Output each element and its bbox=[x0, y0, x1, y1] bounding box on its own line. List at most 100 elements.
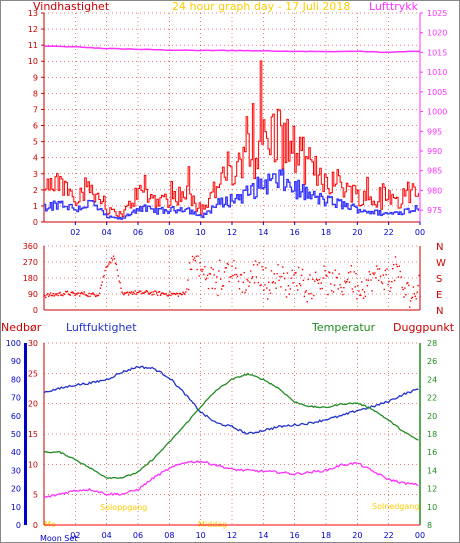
x-tick-label: 18 bbox=[321, 531, 331, 540]
rain-tick-label: 70 bbox=[11, 394, 21, 403]
direction-point bbox=[86, 295, 88, 297]
direction-point bbox=[169, 291, 171, 293]
left-tick-label: 12 bbox=[28, 25, 38, 34]
direction-point bbox=[382, 274, 385, 276]
direction-point bbox=[240, 274, 243, 276]
direction-point bbox=[402, 288, 404, 291]
direction-point bbox=[114, 262, 117, 265]
direction-point bbox=[417, 284, 419, 287]
humidity-line bbox=[43, 365, 419, 435]
direction-point bbox=[334, 269, 337, 271]
direction-point bbox=[232, 274, 234, 277]
direction-point bbox=[409, 300, 412, 302]
left-tick-label: 0 bbox=[33, 306, 38, 315]
direction-point bbox=[358, 290, 360, 292]
direction-point bbox=[320, 282, 322, 284]
direction-point bbox=[333, 284, 336, 286]
direction-point bbox=[132, 291, 134, 293]
direction-point bbox=[52, 292, 55, 295]
direction-point bbox=[279, 275, 281, 278]
direction-point bbox=[359, 294, 361, 296]
direction-point bbox=[188, 288, 190, 291]
direction-point bbox=[176, 292, 179, 295]
direction-point bbox=[413, 293, 416, 295]
direction-point bbox=[94, 294, 96, 296]
direction-point bbox=[110, 262, 112, 264]
direction-point bbox=[164, 293, 166, 295]
direction-point bbox=[353, 271, 355, 273]
direction-point bbox=[251, 276, 254, 278]
rain-tick-label: 40 bbox=[11, 448, 21, 457]
direction-point bbox=[332, 291, 335, 293]
direction-point bbox=[58, 292, 60, 295]
direction-point bbox=[161, 292, 164, 294]
direction-point bbox=[71, 291, 73, 293]
direction-point bbox=[154, 290, 156, 292]
direction-point bbox=[395, 263, 398, 266]
direction-point bbox=[419, 296, 421, 298]
direction-point bbox=[65, 291, 68, 293]
direction-point bbox=[43, 295, 45, 297]
direction-point bbox=[81, 292, 84, 295]
direction-point bbox=[151, 294, 153, 296]
direction-point bbox=[191, 255, 194, 258]
direction-point bbox=[128, 291, 131, 294]
direction-point bbox=[307, 278, 309, 281]
direction-point bbox=[87, 295, 89, 298]
x-tick-label: 22 bbox=[384, 228, 394, 237]
direction-point bbox=[344, 280, 346, 282]
direction-point bbox=[298, 266, 300, 269]
direction-point bbox=[350, 264, 353, 267]
direction-point bbox=[377, 268, 379, 270]
direction-point bbox=[59, 291, 61, 294]
direction-point bbox=[242, 281, 244, 283]
direction-point bbox=[374, 272, 376, 274]
x-tick-label: 02 bbox=[70, 228, 80, 237]
direction-point bbox=[394, 256, 397, 258]
direction-point bbox=[108, 263, 110, 265]
direction-point bbox=[309, 274, 311, 276]
direction-point bbox=[390, 287, 392, 289]
rain-axis-bar bbox=[24, 343, 27, 525]
direction-point bbox=[415, 298, 417, 300]
direction-point bbox=[261, 266, 263, 268]
direction-point bbox=[50, 294, 53, 297]
direction-point bbox=[143, 291, 146, 293]
direction-point bbox=[340, 286, 342, 289]
x-tick-label: 00 bbox=[415, 228, 425, 237]
x-tick-label: 00 bbox=[415, 531, 425, 540]
direction-point bbox=[369, 273, 371, 276]
direction-point bbox=[216, 276, 218, 278]
direction-point bbox=[204, 266, 206, 268]
direction-point bbox=[314, 271, 317, 273]
direction-point bbox=[70, 291, 72, 294]
direction-point bbox=[171, 292, 173, 295]
direction-point bbox=[181, 293, 183, 296]
direction-point bbox=[140, 290, 142, 292]
wind-average-line bbox=[44, 169, 420, 220]
direction-point bbox=[201, 270, 203, 272]
direction-point bbox=[315, 278, 318, 281]
direction-point bbox=[125, 292, 127, 294]
direction-point bbox=[193, 257, 196, 259]
left-tick-label: 25 bbox=[28, 369, 38, 378]
direction-point bbox=[380, 281, 383, 283]
wind-pressure-panel: 0123456789101112139759809859909951000100… bbox=[28, 9, 448, 237]
direction-point bbox=[207, 287, 210, 290]
direction-point bbox=[163, 293, 166, 296]
direction-point bbox=[120, 287, 122, 290]
direction-point bbox=[144, 291, 147, 293]
direction-point bbox=[220, 278, 222, 280]
direction-point bbox=[133, 292, 135, 295]
direction-point bbox=[119, 282, 121, 284]
direction-point bbox=[166, 294, 168, 297]
direction-point bbox=[287, 285, 290, 287]
temperature-label: Temperatur bbox=[311, 321, 376, 334]
direction-point bbox=[330, 289, 333, 292]
direction-point bbox=[392, 268, 394, 270]
direction-point bbox=[123, 293, 125, 296]
rain-tick-label: 100 bbox=[6, 339, 21, 348]
direction-point bbox=[330, 283, 332, 285]
direction-point bbox=[229, 276, 231, 278]
direction-point bbox=[283, 272, 285, 275]
